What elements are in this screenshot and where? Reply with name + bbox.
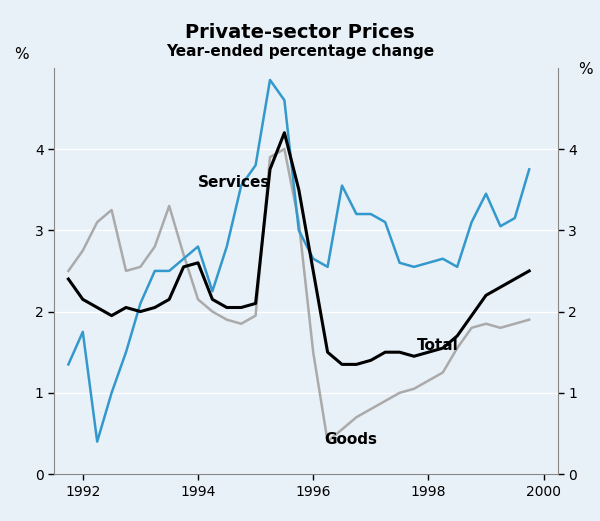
Text: Private-sector Prices: Private-sector Prices xyxy=(185,23,415,42)
Y-axis label: %: % xyxy=(14,47,29,61)
Text: Total: Total xyxy=(417,338,458,353)
Text: Year-ended percentage change: Year-ended percentage change xyxy=(166,44,434,59)
Text: Goods: Goods xyxy=(325,432,378,447)
Text: Services: Services xyxy=(198,175,271,190)
Y-axis label: %: % xyxy=(578,61,593,77)
